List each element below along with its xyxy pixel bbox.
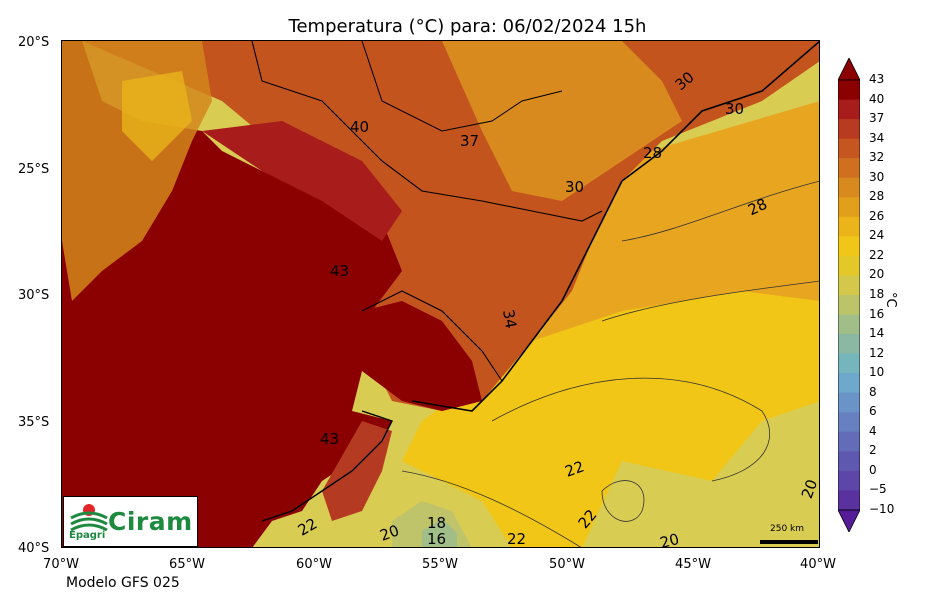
colorbar-min-arrow bbox=[838, 509, 860, 532]
contour-label: 43 bbox=[320, 430, 340, 448]
colorbar-segment bbox=[838, 99, 860, 120]
logo-brand: Ciram bbox=[108, 507, 193, 536]
x-tick-label: 60°W bbox=[296, 557, 332, 572]
colorbar-tick-label: 26 bbox=[869, 208, 885, 223]
land-orange-region bbox=[442, 41, 682, 201]
colorbar-segment bbox=[838, 158, 860, 179]
colorbar-segment bbox=[838, 216, 860, 237]
colorbar-tick-label: 20 bbox=[869, 267, 885, 282]
colorbar-tick-label: 6 bbox=[869, 404, 877, 419]
temperature-map bbox=[62, 41, 820, 548]
map-title: Temperatura (°C) para: 06/02/2024 15h bbox=[288, 16, 647, 37]
colorbar-segment bbox=[838, 490, 860, 511]
contour-label: 43 bbox=[330, 262, 350, 280]
y-tick-label: 30°S bbox=[18, 288, 50, 303]
colorbar-tick-label: 37 bbox=[869, 111, 885, 126]
contour-label: 34 bbox=[499, 308, 521, 330]
x-tick-label: 70°W bbox=[43, 557, 79, 572]
colorbar-tick-label: 24 bbox=[869, 228, 885, 243]
colorbar bbox=[838, 58, 860, 532]
y-tick-label: 40°S bbox=[18, 541, 50, 556]
y-tick-label: 20°S bbox=[18, 35, 50, 50]
colorbar-segment bbox=[838, 314, 860, 335]
colorbar-tick-label: 0 bbox=[869, 462, 877, 477]
colorbar-segment bbox=[838, 470, 860, 491]
colorbar-tick-label: 14 bbox=[869, 326, 885, 341]
colorbar-segment bbox=[838, 295, 860, 316]
logo-sub: Epagri bbox=[69, 530, 106, 541]
colorbar-unit: °C bbox=[883, 292, 898, 308]
colorbar-tick-label: 34 bbox=[869, 130, 885, 145]
contour-label: 22 bbox=[507, 530, 527, 548]
ocean-yellow-region bbox=[402, 291, 820, 548]
colorbar-tick-label: 8 bbox=[869, 384, 877, 399]
scale-label: 250 km bbox=[770, 524, 805, 534]
y-tick-label: 35°S bbox=[18, 415, 50, 430]
colorbar-segment bbox=[838, 177, 860, 198]
colorbar-tick-label: 16 bbox=[869, 306, 885, 321]
colorbar-tick-label: 32 bbox=[869, 150, 885, 165]
contour-label: 40 bbox=[350, 118, 370, 136]
colorbar-segment bbox=[838, 236, 860, 257]
colorbar-tick-label: 30 bbox=[869, 169, 885, 184]
scale-bar: 250 km bbox=[760, 524, 818, 544]
colorbar-tick-label: 28 bbox=[869, 189, 885, 204]
x-tick-label: 65°W bbox=[169, 557, 205, 572]
contour-label: 30 bbox=[725, 100, 745, 118]
colorbar-segment bbox=[838, 353, 860, 374]
contour-label: 18 bbox=[427, 514, 447, 532]
model-label: Modelo GFS 025 bbox=[66, 575, 180, 591]
colorbar-segment bbox=[838, 275, 860, 296]
contour-label: 30 bbox=[565, 178, 585, 196]
y-tick-label: 25°S bbox=[18, 162, 50, 177]
colorbar-tick-label: 4 bbox=[869, 423, 877, 438]
colorbar-segment bbox=[838, 197, 860, 218]
colorbar-tick-label: 22 bbox=[869, 247, 885, 262]
colorbar-tick-label: 40 bbox=[869, 91, 885, 106]
coolest-region bbox=[422, 519, 457, 548]
scale-bar-line bbox=[760, 540, 818, 544]
colorbar-segment bbox=[838, 412, 860, 433]
colorbar-tick-label: 18 bbox=[869, 287, 885, 301]
colorbar-tick-label: −10 bbox=[869, 502, 895, 516]
colorbar-tick-label: −5 bbox=[869, 482, 887, 497]
colorbar-max-arrow bbox=[838, 58, 860, 81]
colorbar-segment bbox=[838, 80, 860, 101]
colorbar-segment bbox=[838, 138, 860, 159]
x-tick-label: 55°W bbox=[422, 557, 458, 572]
x-tick-label: 45°W bbox=[675, 557, 711, 572]
ciram-logo: Ciram Epagri bbox=[63, 496, 198, 547]
colorbar-segment bbox=[838, 334, 860, 355]
colorbar-segment bbox=[838, 373, 860, 394]
logo-emblem-icon bbox=[70, 504, 108, 532]
x-tick-label: 50°W bbox=[549, 557, 585, 572]
contour-label: 16 bbox=[427, 530, 447, 548]
colorbar-segment bbox=[838, 119, 860, 140]
colorbar-tick-label: 2 bbox=[869, 443, 877, 458]
colorbar-tick-label: 12 bbox=[869, 345, 885, 360]
colorbar-tick-label: 43 bbox=[869, 72, 885, 86]
x-tick-label: 40°W bbox=[800, 557, 836, 572]
contour-label: 37 bbox=[460, 132, 480, 150]
coastline bbox=[411, 41, 820, 412]
colorbar-segment bbox=[838, 451, 860, 472]
contour-label: 28 bbox=[643, 144, 663, 162]
colorbar-segment bbox=[838, 255, 860, 276]
colorbar-tick-label: 10 bbox=[869, 365, 885, 380]
colorbar-segment bbox=[838, 392, 860, 413]
colorbar-segment bbox=[838, 431, 860, 452]
